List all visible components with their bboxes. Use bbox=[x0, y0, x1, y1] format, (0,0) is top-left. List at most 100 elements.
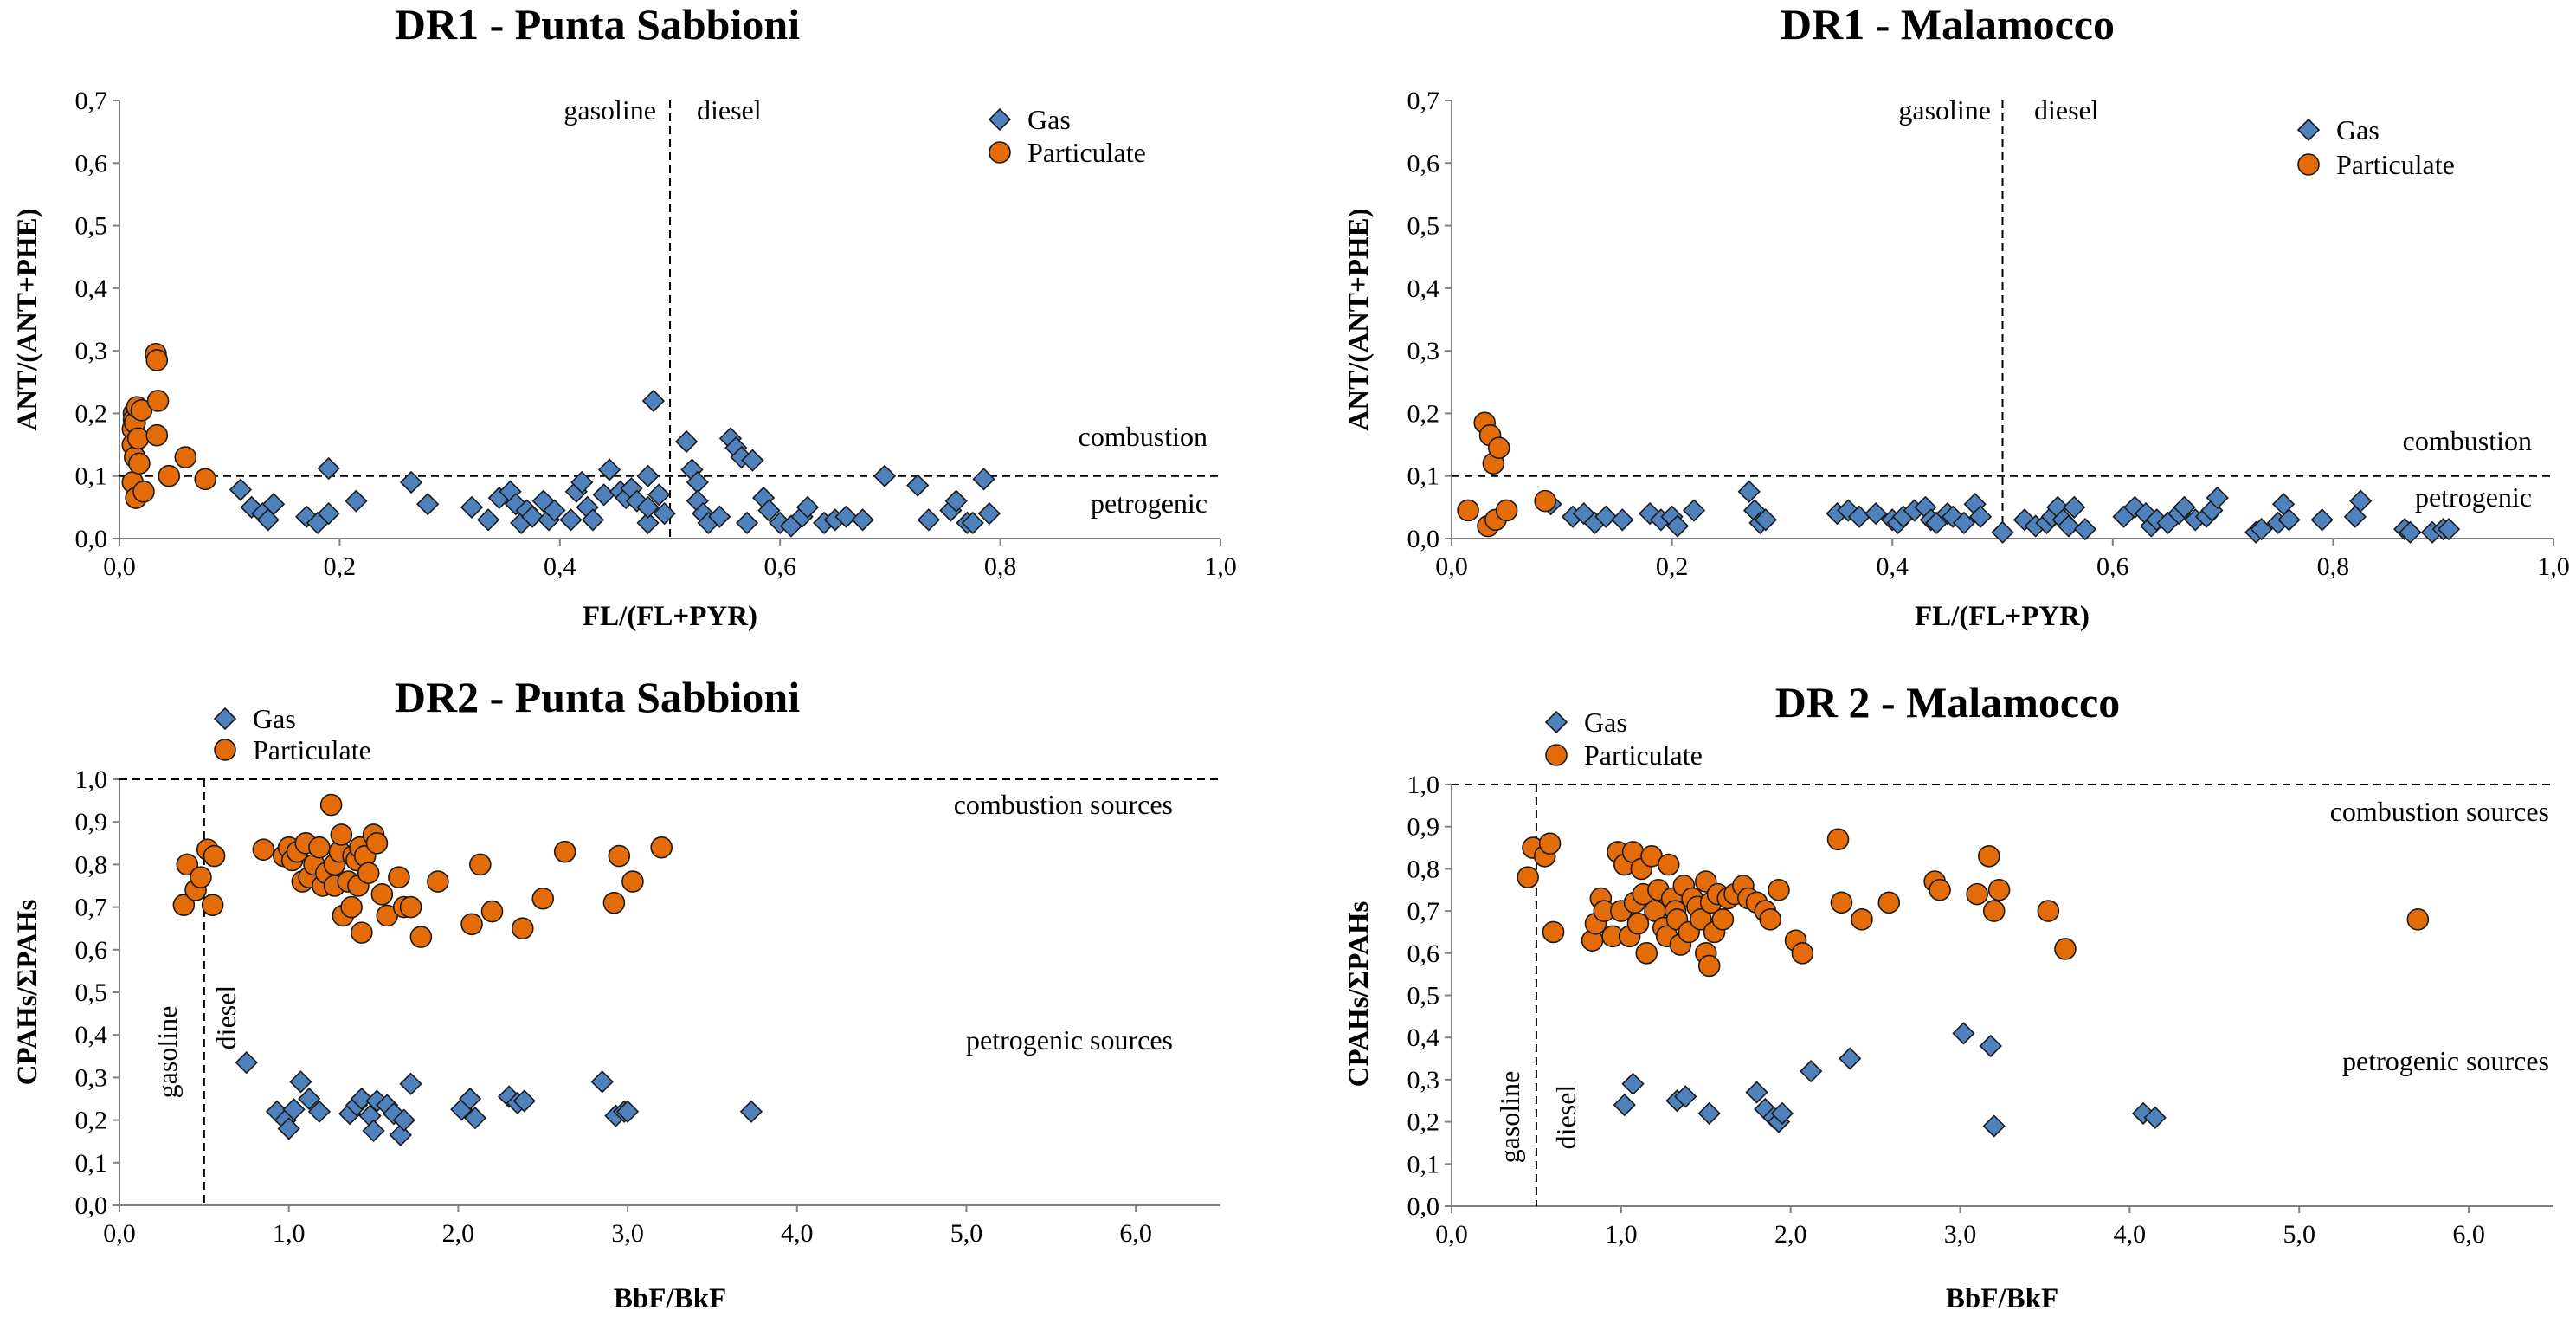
particulate-data-point bbox=[1929, 878, 1951, 901]
gas-data-point bbox=[636, 495, 660, 519]
particulate-data-point bbox=[357, 862, 380, 885]
gas-data-point bbox=[1839, 1047, 1862, 1070]
gas-data-point bbox=[392, 1108, 415, 1132]
y-tick-label: 0,2 bbox=[75, 1107, 108, 1135]
particulate-data-point bbox=[145, 423, 169, 447]
x-tick-label: 1,0 bbox=[1204, 552, 1237, 581]
diesel-label: diesel bbox=[1550, 1085, 1581, 1150]
x-tick-label: 0,0 bbox=[1435, 552, 1468, 581]
x-axis-label: BbF/BkF bbox=[1946, 1283, 2058, 1314]
gas-data-point bbox=[972, 468, 995, 491]
gas-data-point bbox=[1594, 505, 1618, 528]
x-tick-label: 2,0 bbox=[442, 1219, 475, 1248]
particulate-data-point bbox=[174, 446, 197, 468]
particulate-data-point bbox=[340, 895, 363, 919]
chart-panel-2: DR1 - Malamocco 0,0 0,1 0,2 0,3 0,4 0,5 0,6 0,7 0… bbox=[1343, 0, 2570, 632]
x-axis-label: BbF/BkF bbox=[614, 1283, 726, 1314]
legend-particulate-label: Particulate bbox=[253, 734, 371, 765]
gas-data-point bbox=[345, 489, 368, 513]
particulate-data-point bbox=[650, 836, 673, 859]
y-tick-label: 0,7 bbox=[75, 894, 108, 922]
particulate-data-point bbox=[1826, 828, 1850, 851]
gas-data-point bbox=[641, 389, 666, 413]
gas-data-point bbox=[944, 489, 968, 513]
y-tick-label: 0,3 bbox=[75, 337, 108, 365]
legend-gas-label: Gas bbox=[1584, 707, 1627, 738]
gas-data-point bbox=[520, 505, 544, 528]
x-tick-label: 1,0 bbox=[2537, 552, 2570, 581]
y-axis-label: CPAHs/ΣPAHs bbox=[12, 900, 43, 1086]
gasoline-label: gasoline bbox=[151, 1006, 183, 1099]
particulate-data-point bbox=[427, 870, 449, 893]
gas-data-point bbox=[1864, 501, 1888, 526]
gas-data-point bbox=[2437, 518, 2461, 541]
particulate-data-point bbox=[203, 844, 226, 868]
legend-gas-marker bbox=[213, 707, 237, 731]
particulate-data-point bbox=[1697, 954, 1721, 978]
y-tick-label: 0,5 bbox=[75, 978, 108, 1007]
x-tick-label: 0,4 bbox=[1876, 552, 1909, 581]
y-tick-label: 0,0 bbox=[75, 1191, 108, 1220]
y-tick-label: 0,2 bbox=[75, 399, 108, 428]
gas-data-point bbox=[977, 501, 1001, 526]
particulate-data-point bbox=[1657, 853, 1680, 876]
particulate-data-point bbox=[621, 870, 644, 893]
particulate-data-point bbox=[1690, 908, 1712, 931]
gas-data-point bbox=[2143, 1106, 2167, 1129]
gas-data-point bbox=[741, 449, 764, 472]
y-tick-label: 0,0 bbox=[75, 525, 108, 553]
gas-data-point bbox=[2173, 495, 2196, 519]
y-tick-label: 0,1 bbox=[75, 1149, 108, 1178]
y-tick-label: 0,1 bbox=[1407, 462, 1440, 491]
legend-particulate-label: Particulate bbox=[1027, 137, 1146, 168]
gas-data-point bbox=[1979, 1034, 2002, 1058]
gas-data-point bbox=[1697, 1101, 1721, 1125]
y-tick-label: 0,3 bbox=[1407, 337, 1440, 365]
particulate-data-point bbox=[1851, 908, 1873, 931]
gas-data-point bbox=[458, 1087, 482, 1111]
gas-data-point bbox=[851, 508, 874, 532]
y-tick-label: 0,6 bbox=[75, 936, 108, 965]
gas-data-point bbox=[389, 1123, 412, 1146]
diesel-label: diesel bbox=[210, 985, 242, 1050]
combustion-label: combustion sources bbox=[954, 789, 1173, 820]
y-tick-label: 0,1 bbox=[1407, 1150, 1440, 1178]
x-tick-label: 1,0 bbox=[273, 1219, 306, 1248]
gas-data-point bbox=[2206, 486, 2229, 510]
series-gas bbox=[1539, 480, 2461, 544]
gas-data-point bbox=[636, 464, 660, 487]
legend-particulate-label: Particulate bbox=[2336, 149, 2455, 180]
legend-gas-marker bbox=[1544, 710, 1568, 734]
gas-data-point bbox=[1754, 508, 1777, 532]
particulate-data-point bbox=[511, 917, 534, 939]
x-tick-label: 5,0 bbox=[950, 1219, 983, 1248]
x-tick-label: 4,0 bbox=[2114, 1220, 2147, 1249]
y-tick-label: 0,6 bbox=[75, 149, 108, 178]
gas-data-point bbox=[317, 501, 340, 526]
chart-title: DR 2 - Malamocco bbox=[1775, 678, 2121, 726]
legend-particulate-marker bbox=[989, 141, 1011, 164]
gas-data-point bbox=[1952, 1022, 1975, 1045]
petrogenic-label: petrogenic sources bbox=[2342, 1045, 2549, 1076]
gas-data-point bbox=[597, 458, 621, 481]
x-tick-label: 0,8 bbox=[984, 552, 1017, 581]
gasoline-label: gasoline bbox=[1898, 94, 1991, 126]
particulate-data-point bbox=[1759, 908, 1781, 931]
gas-data-point bbox=[2063, 495, 2086, 519]
particulate-data-point bbox=[146, 390, 170, 412]
gas-data-point bbox=[1991, 520, 2014, 544]
chart-panel-4: DR 2 - Malamocco 0,0 0,1 0,2 0,3 0,4 0,5 0,6 0,7… bbox=[1343, 678, 2553, 1314]
gas-data-point bbox=[2057, 514, 2081, 538]
x-tick-label: 0,6 bbox=[2096, 552, 2129, 581]
gas-data-point bbox=[735, 511, 759, 535]
particulate-data-point bbox=[469, 853, 492, 876]
chart-title: DR2 - Punta Sabbioni bbox=[395, 673, 800, 721]
particulate-data-point bbox=[1978, 844, 2000, 868]
legend-particulate-marker bbox=[1545, 744, 1568, 766]
y-tick-label: 0,6 bbox=[1407, 939, 1440, 968]
diesel-label: diesel bbox=[697, 94, 762, 126]
gas-data-point bbox=[1674, 1085, 1697, 1108]
